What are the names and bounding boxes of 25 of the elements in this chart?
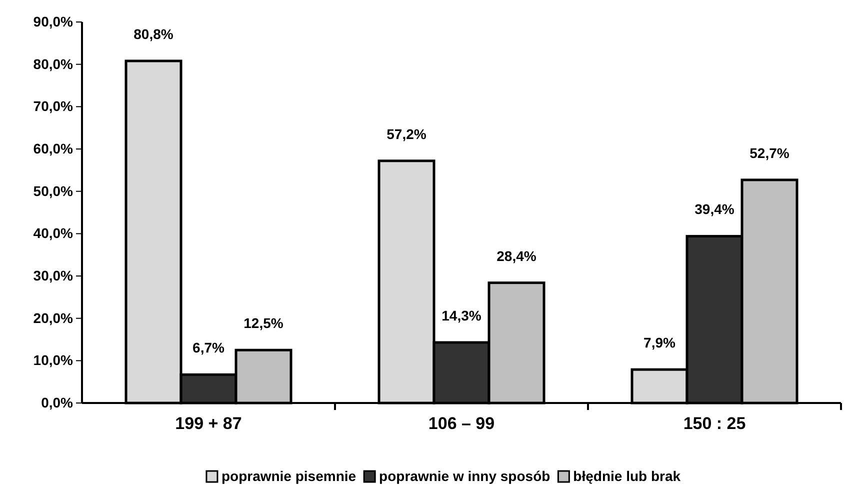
- y-tick-label: 30,0%: [33, 267, 74, 284]
- data-label: 12,5%: [244, 315, 284, 332]
- data-label: 57,2%: [386, 126, 427, 142]
- legend-label: poprawnie pisemnie: [221, 468, 356, 484]
- y-tick-label: 70,0%: [33, 98, 74, 114]
- x-tick-label: 199 + 87: [175, 414, 242, 434]
- data-label: 7,9%: [644, 334, 676, 351]
- x-tick-label: 106 – 99: [428, 414, 495, 434]
- data-label: 28,4%: [496, 248, 537, 264]
- data-label: 6,7%: [192, 340, 225, 356]
- data-label: 14,3%: [442, 307, 482, 324]
- y-tick-label: 20,0%: [33, 310, 74, 326]
- data-label: 39,4%: [694, 201, 735, 218]
- legend-label: błędnie lub brak: [573, 468, 681, 484]
- y-tick-label: 90,0%: [33, 13, 74, 30]
- x-tick-label: 150 : 25: [683, 414, 746, 434]
- y-tick-label: 80,0%: [33, 56, 74, 72]
- y-tick-label: 10,0%: [33, 352, 74, 368]
- legend-label: poprawnie w inny sposób: [379, 468, 550, 484]
- y-tick-label: 40,0%: [33, 225, 74, 242]
- y-tick-label: 60,0%: [33, 140, 74, 156]
- data-label: 52,7%: [750, 144, 790, 161]
- data-label: 80,8%: [134, 26, 174, 42]
- y-tick-label: 0,0%: [41, 394, 74, 410]
- y-tick-label: 50,0%: [33, 182, 74, 199]
